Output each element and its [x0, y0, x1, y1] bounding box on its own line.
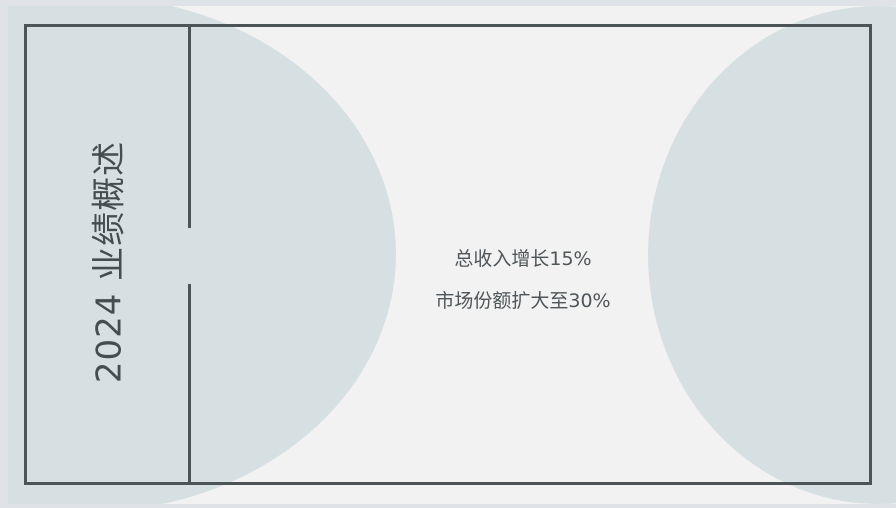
vertical-divider-top	[188, 26, 191, 228]
slide-content: 总收入增长15% 市场份额扩大至30%	[338, 238, 708, 322]
slide-border-frame	[24, 24, 872, 485]
presentation-slide: 2024 业绩概述 总收入增长15% 市场份额扩大至30%	[8, 6, 896, 504]
bullet-point-market-share: 市场份额扩大至30%	[435, 290, 611, 312]
bullet-point-revenue: 总收入增长15%	[454, 248, 592, 270]
vertical-divider-bottom	[188, 284, 191, 484]
slide-title: 2024 业绩概述	[89, 140, 130, 384]
